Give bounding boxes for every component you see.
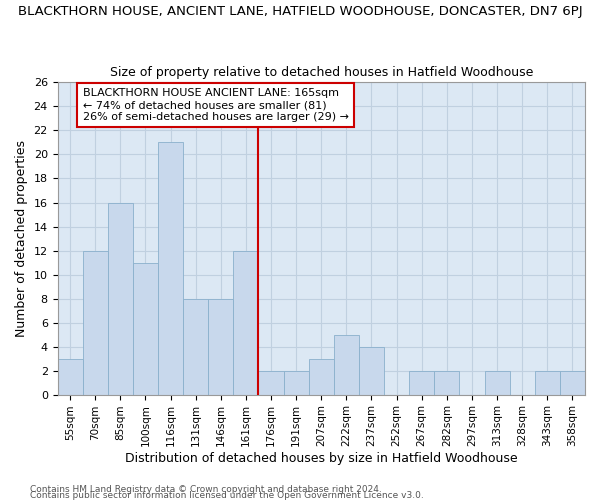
Bar bbox=[284, 370, 309, 394]
Bar bbox=[560, 370, 585, 394]
Bar bbox=[158, 142, 183, 394]
Bar bbox=[535, 370, 560, 394]
Bar bbox=[409, 370, 434, 394]
Bar bbox=[359, 346, 384, 395]
Bar bbox=[183, 298, 208, 394]
Bar bbox=[485, 370, 509, 394]
Text: BLACKTHORN HOUSE, ANCIENT LANE, HATFIELD WOODHOUSE, DONCASTER, DN7 6PJ: BLACKTHORN HOUSE, ANCIENT LANE, HATFIELD… bbox=[17, 5, 583, 18]
Bar bbox=[309, 358, 334, 394]
Bar bbox=[233, 250, 259, 394]
Text: BLACKTHORN HOUSE ANCIENT LANE: 165sqm
← 74% of detached houses are smaller (81)
: BLACKTHORN HOUSE ANCIENT LANE: 165sqm ← … bbox=[83, 88, 349, 122]
Bar bbox=[83, 250, 108, 394]
Title: Size of property relative to detached houses in Hatfield Woodhouse: Size of property relative to detached ho… bbox=[110, 66, 533, 78]
Text: Contains public sector information licensed under the Open Government Licence v3: Contains public sector information licen… bbox=[30, 491, 424, 500]
Bar bbox=[334, 334, 359, 394]
Bar bbox=[259, 370, 284, 394]
Bar bbox=[133, 262, 158, 394]
Y-axis label: Number of detached properties: Number of detached properties bbox=[15, 140, 28, 337]
Bar bbox=[58, 358, 83, 394]
Bar bbox=[208, 298, 233, 394]
Text: Contains HM Land Registry data © Crown copyright and database right 2024.: Contains HM Land Registry data © Crown c… bbox=[30, 485, 382, 494]
Bar bbox=[434, 370, 460, 394]
X-axis label: Distribution of detached houses by size in Hatfield Woodhouse: Distribution of detached houses by size … bbox=[125, 452, 518, 465]
Bar bbox=[108, 202, 133, 394]
